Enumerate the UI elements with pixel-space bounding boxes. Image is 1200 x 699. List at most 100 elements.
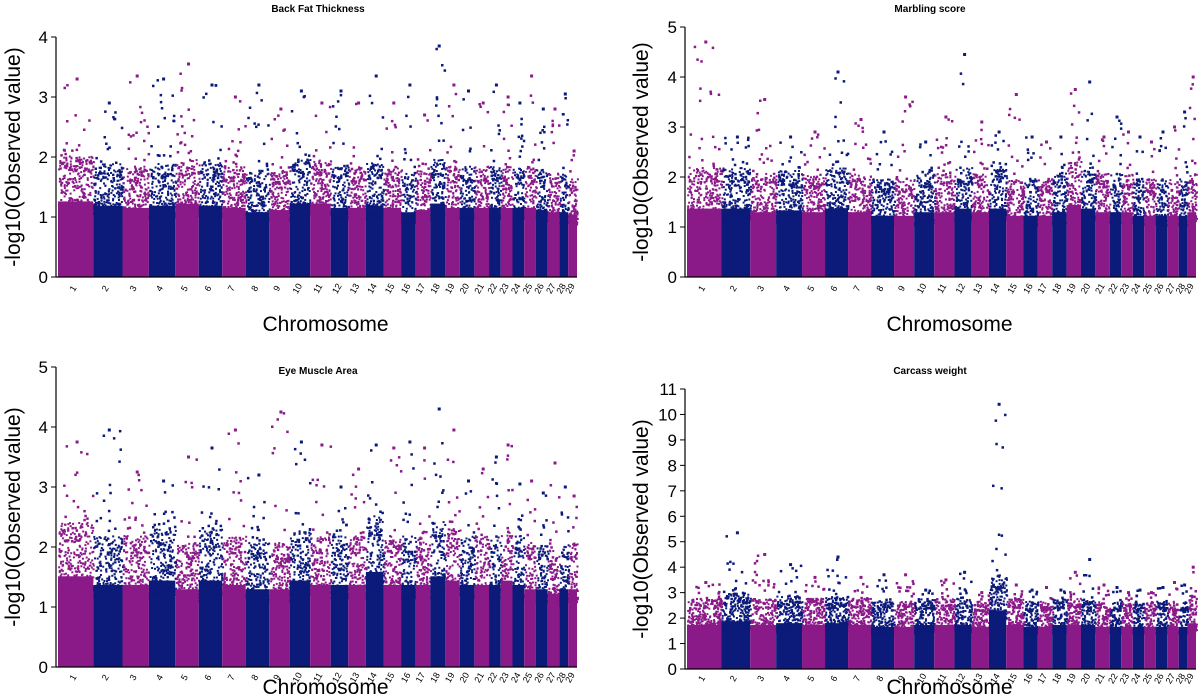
snp-point (360, 200, 363, 202)
snp-point (222, 173, 225, 176)
snp-point (184, 170, 187, 173)
snp-point (498, 214, 501, 217)
snp-point (325, 200, 327, 202)
snp-point (315, 194, 318, 197)
snp-point (411, 215, 414, 218)
snp-point (74, 165, 78, 168)
snp-point (389, 173, 392, 176)
snp-point (474, 196, 477, 199)
snp-point (87, 212, 90, 215)
snp-point (120, 201, 123, 203)
snp-point (177, 205, 180, 208)
snp-point (173, 188, 176, 191)
snp-point (376, 197, 379, 200)
snp-point (481, 218, 484, 221)
snp-point (394, 125, 397, 129)
snp-point (542, 147, 546, 150)
snp-point (258, 173, 261, 176)
snp-point (160, 165, 163, 169)
snp-point (122, 206, 125, 209)
snp-point (200, 206, 202, 209)
snp-point (316, 205, 319, 208)
snp-point (446, 199, 449, 202)
snp-point (106, 178, 109, 181)
snp-point (322, 193, 325, 196)
snp-point (169, 145, 172, 148)
snp-point (249, 180, 252, 183)
snp-point (305, 177, 308, 180)
snp-point (311, 201, 314, 204)
snp-point (227, 195, 230, 198)
snp-point (417, 164, 421, 168)
snp-point (143, 178, 146, 181)
snp-point (158, 215, 161, 218)
snp-point (416, 184, 418, 187)
snp-point (557, 177, 560, 180)
snp-point (465, 204, 468, 207)
snp-point (172, 203, 175, 206)
snp-point (504, 213, 507, 216)
snp-point (252, 221, 255, 224)
snp-point (159, 199, 162, 202)
snp-point (337, 210, 340, 213)
snp-point (195, 159, 198, 162)
snp-point (362, 193, 365, 196)
peak-snp-point (135, 74, 139, 78)
snp-point (95, 203, 98, 206)
snp-point (389, 194, 392, 197)
snp-point (150, 145, 153, 148)
snp-point (212, 166, 215, 169)
snp-point (344, 215, 347, 218)
snp-point (93, 182, 96, 185)
snp-point (95, 206, 97, 209)
snp-point (409, 205, 412, 208)
snp-point (383, 203, 386, 206)
snp-point (235, 169, 238, 172)
snp-point (296, 211, 299, 214)
snp-point (530, 200, 533, 203)
snp-point (385, 127, 388, 130)
snp-point (181, 181, 184, 184)
snp-point (418, 216, 421, 219)
snp-point (150, 194, 153, 197)
snp-point (75, 159, 78, 163)
snp-point (394, 201, 397, 203)
snp-point (286, 177, 288, 179)
snp-point (530, 177, 533, 180)
snp-point (201, 177, 204, 180)
snp-point (262, 218, 265, 220)
snp-point (131, 214, 134, 217)
snp-point (294, 173, 297, 176)
snp-point (514, 171, 517, 174)
snp-point (72, 170, 75, 173)
snp-point (103, 182, 105, 185)
snp-point (195, 202, 198, 205)
snp-point (102, 212, 105, 215)
snp-point (139, 194, 142, 196)
snp-point (289, 203, 292, 205)
snp-point (142, 203, 145, 206)
snp-point (189, 194, 192, 197)
snp-point (193, 168, 196, 171)
snp-point (385, 183, 388, 186)
snp-point (289, 170, 292, 173)
snp-point (518, 155, 522, 158)
snp-point (91, 204, 94, 207)
snp-point (157, 174, 160, 177)
peak-snp-point (299, 89, 303, 93)
snp-point (292, 203, 295, 205)
snp-point (328, 190, 331, 192)
snp-point (101, 163, 104, 166)
snp-point (356, 210, 359, 213)
snp-point (294, 162, 297, 165)
snp-point (465, 194, 468, 196)
snp-point (265, 195, 268, 197)
snp-point (260, 215, 263, 218)
snp-point (223, 216, 226, 219)
snp-point (187, 195, 190, 198)
snp-point (243, 211, 246, 214)
snp-point (90, 155, 93, 158)
snp-point (305, 184, 308, 187)
snp-point (62, 175, 65, 178)
snp-point (165, 204, 168, 207)
